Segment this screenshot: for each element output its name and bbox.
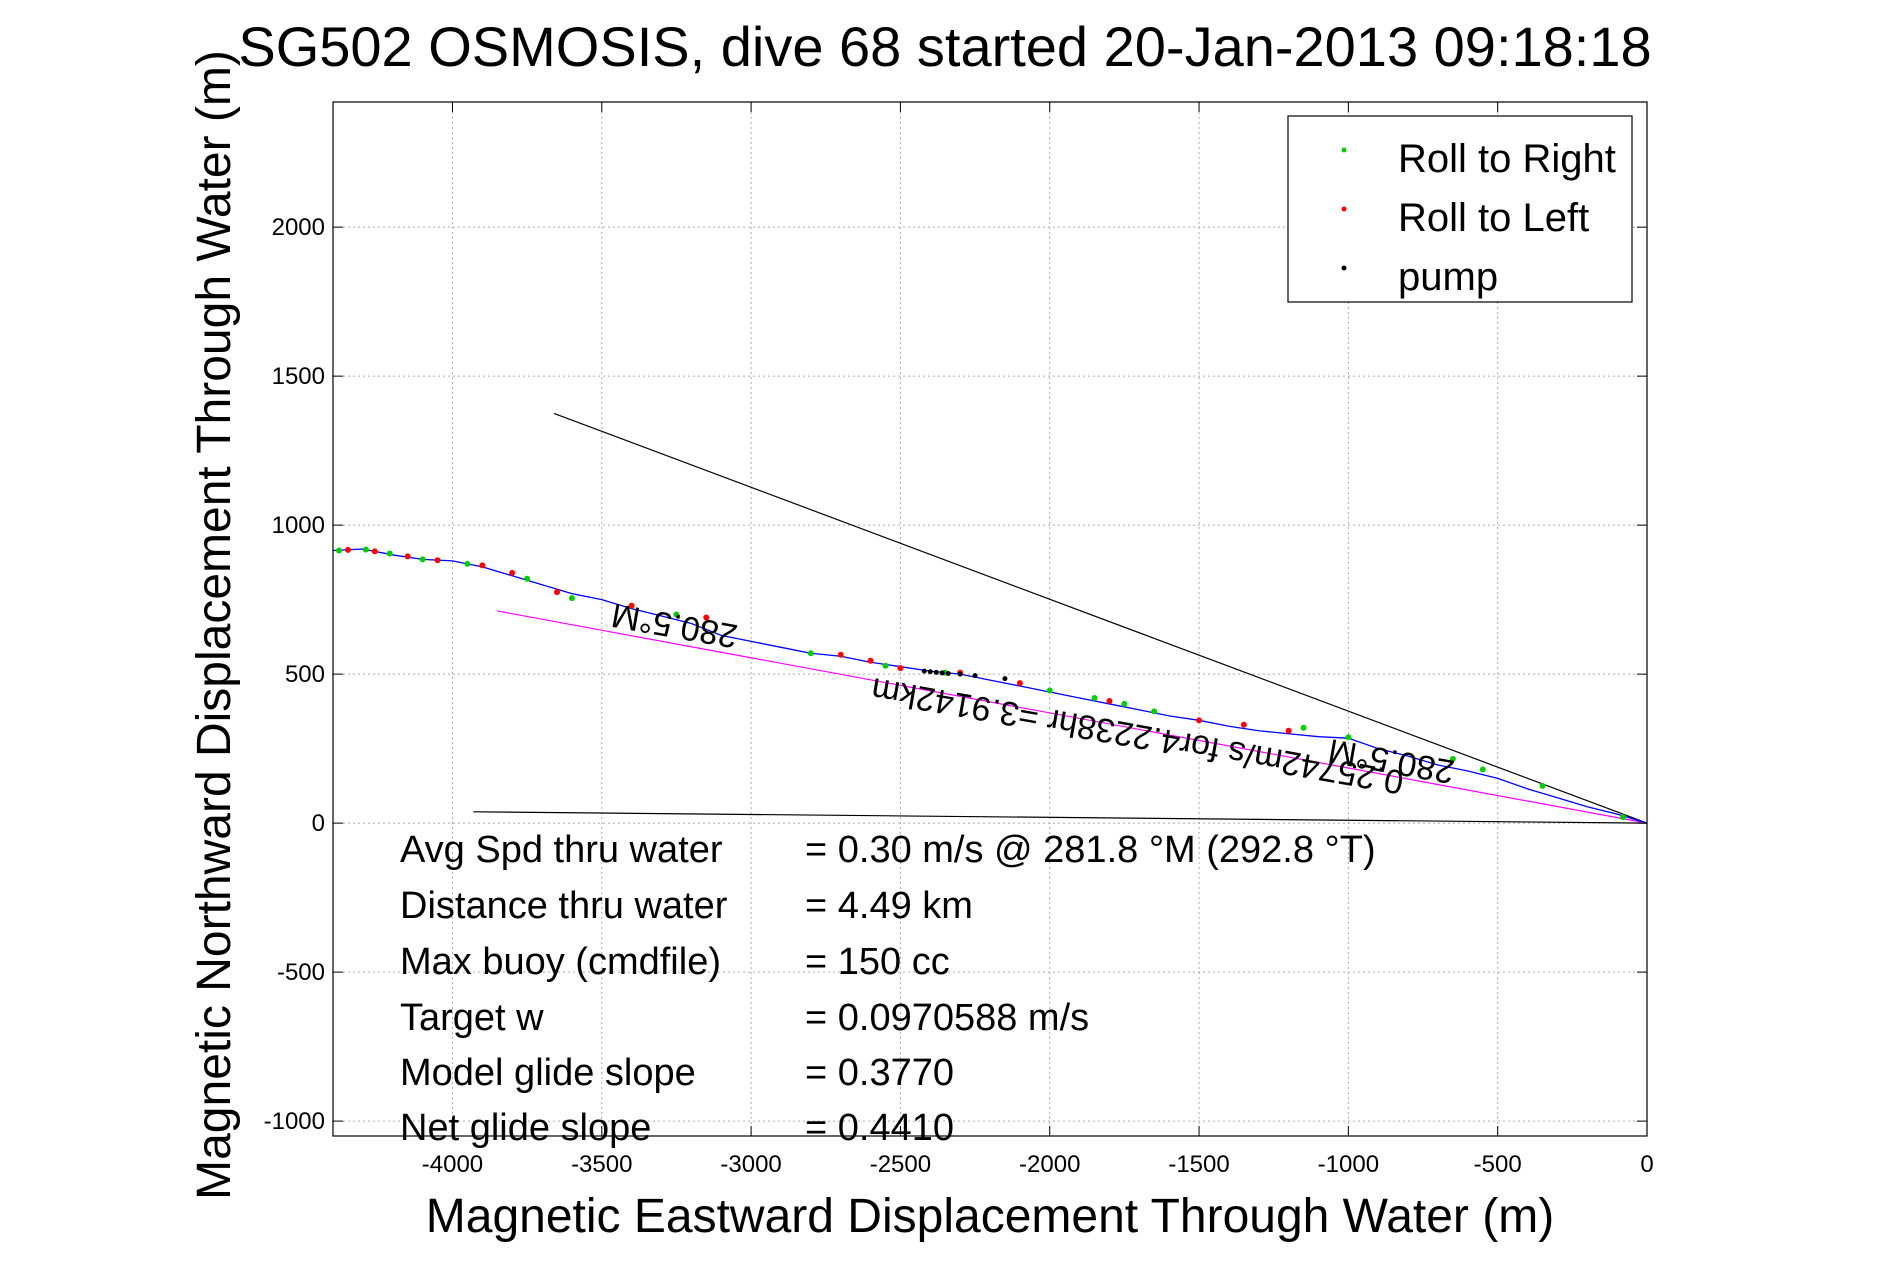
roll-left-point (1285, 727, 1292, 734)
pump-point (945, 671, 951, 677)
roll-left-point (371, 548, 378, 555)
x-tick-label: -1000 (1318, 1151, 1379, 1178)
roll-left-point (1240, 721, 1247, 728)
x-tick-label: -2500 (870, 1151, 931, 1178)
x-tick-label: -2000 (1019, 1151, 1080, 1178)
stat-label: Net glide slope (400, 1107, 651, 1149)
roll-right-point (1121, 700, 1128, 707)
pump-point (921, 668, 927, 674)
stat-label: Max buoy (cmdfile) (400, 941, 721, 983)
roll-left-point (837, 651, 844, 658)
roll-left-point (344, 546, 351, 553)
pump-point (957, 671, 963, 677)
roll-left-point (867, 657, 874, 664)
y-tick-label: 0 (312, 810, 325, 837)
tick-layer: -4000 -3500 -3000 -2500 -2000 -1500 -1000 -500 0… (264, 102, 1654, 1178)
roll-right-point (464, 560, 471, 567)
y-tick-label: -500 (277, 959, 325, 986)
roll-left-point (1106, 697, 1113, 704)
stat-label: Distance thru water (400, 885, 728, 927)
track-layer (332, 548, 1648, 824)
roll-right-point (1479, 766, 1486, 773)
roll-left-point (1196, 717, 1203, 724)
current-vector-line (497, 610, 1648, 824)
y-tick-label: 1500 (272, 363, 325, 390)
y-axis-label: Magnetic Northward Displacement Through … (188, 50, 241, 1200)
roll-right-point (1046, 687, 1053, 694)
legend-label-pump: pump (1398, 255, 1498, 299)
dive-stats: Avg Spd thru water = 0.30 m/s @ 281.8 °M… (400, 829, 1376, 1149)
legend-marker-roll-left (1341, 206, 1347, 212)
roll-right-point (386, 550, 393, 557)
pump-point (927, 669, 933, 675)
stat-label: Model glide slope (400, 1052, 696, 1094)
points-layer (335, 546, 1627, 821)
roll-right-point (524, 575, 531, 582)
roll-left-point (703, 614, 710, 621)
heading-line-short (473, 811, 1648, 824)
pump-point (933, 669, 939, 675)
y-tick-label: 2000 (272, 214, 325, 241)
roll-left-point (404, 553, 411, 560)
legend-marker-roll-right (1341, 147, 1347, 153)
legend-label-roll-right: Roll to Right (1398, 137, 1616, 181)
roll-left-point (628, 602, 635, 609)
roll-right-point (362, 546, 369, 553)
roll-left-point (479, 562, 486, 569)
roll-right-point (1300, 724, 1307, 731)
roll-right-point (335, 547, 342, 554)
plot-frame (332, 101, 1648, 1137)
roll-right-point (1345, 734, 1352, 741)
pump-point (1002, 676, 1008, 682)
y-tick-label: 500 (285, 661, 325, 688)
chart-title: SG502 OSMOSIS, dive 68 started 20-Jan-20… (238, 15, 1651, 78)
roll-right-point (882, 662, 889, 669)
roll-right-point (1091, 694, 1098, 701)
x-tick-label: -3500 (571, 1151, 632, 1178)
stat-value: = 150 cc (805, 941, 950, 983)
stat-value: = 0.4410 (805, 1107, 954, 1149)
x-axis-label: Magnetic Eastward Displacement Through W… (426, 1190, 1554, 1243)
x-tick-label: -4000 (422, 1151, 483, 1178)
roll-right-point (673, 611, 680, 618)
x-tick-label: 0 (1640, 1151, 1653, 1178)
roll-left-point (434, 557, 441, 564)
pump-point (939, 670, 945, 676)
y-tick-label: -1000 (264, 1108, 325, 1135)
roll-right-point (419, 556, 426, 563)
heading-line (553, 412, 1648, 824)
stat-label: Target w (400, 997, 544, 1039)
glider-track-line (332, 548, 1648, 824)
roll-left-point (553, 589, 560, 596)
roll-right-point (1449, 756, 1456, 763)
roll-left-point (1016, 680, 1023, 687)
y-tick-label: 1000 (272, 512, 325, 539)
legend-marker-pump (1341, 265, 1347, 271)
roll-right-point (1539, 782, 1546, 789)
x-tick-label: -500 (1474, 1151, 1522, 1178)
stat-value: = 0.0970588 m/s (805, 997, 1089, 1039)
reference-lines (473, 412, 1648, 824)
pump-point (972, 673, 978, 679)
roll-right-point (1151, 708, 1158, 715)
stat-value: = 4.49 km (805, 885, 973, 927)
x-tick-label: -1500 (1168, 1151, 1229, 1178)
roll-right-point (1620, 814, 1627, 821)
legend-label-roll-left: Roll to Left (1398, 196, 1589, 240)
stat-value: = 0.30 m/s @ 281.8 °M (292.8 °T) (805, 829, 1376, 871)
legend: Roll to Right Roll to Left pump (1287, 115, 1633, 303)
stat-label: Avg Spd thru water (400, 829, 723, 871)
roll-right-point (568, 595, 575, 602)
roll-left-point (897, 665, 904, 672)
stat-value: = 0.3770 (805, 1052, 954, 1094)
x-tick-label: -3000 (720, 1151, 781, 1178)
roll-left-point (509, 569, 516, 576)
roll-right-point (807, 650, 814, 657)
